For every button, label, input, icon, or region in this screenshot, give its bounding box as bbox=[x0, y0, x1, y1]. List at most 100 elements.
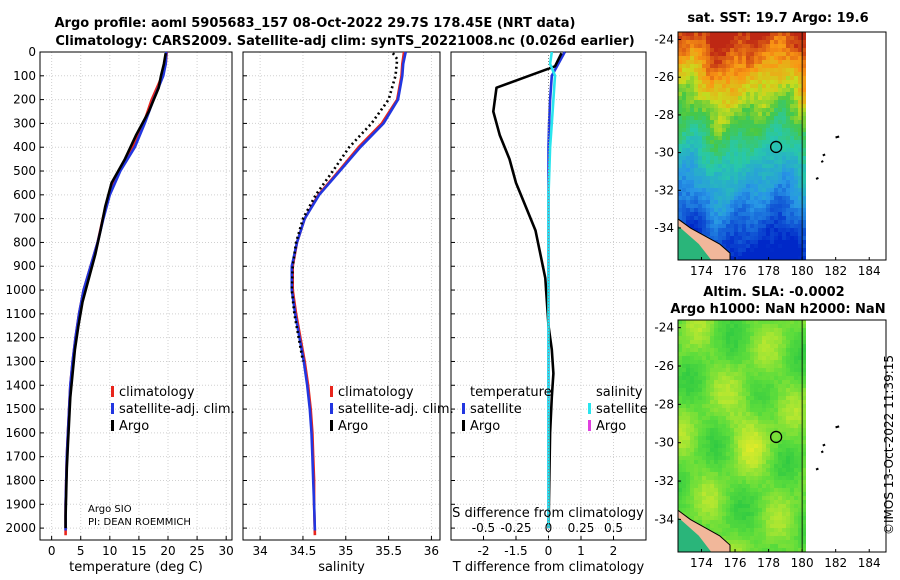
field-cell bbox=[774, 392, 779, 397]
field-cell bbox=[754, 456, 759, 461]
field-cell bbox=[746, 472, 751, 477]
field-cell bbox=[714, 100, 719, 105]
field-cell bbox=[698, 164, 703, 169]
field-cell bbox=[734, 36, 739, 41]
field-cell bbox=[790, 112, 795, 117]
field-cell bbox=[742, 340, 747, 345]
field-cell bbox=[738, 332, 743, 337]
field-cell bbox=[774, 536, 779, 541]
field-cell bbox=[782, 344, 787, 349]
field-cell bbox=[730, 204, 735, 209]
field-cell bbox=[690, 52, 695, 57]
field-cell bbox=[742, 32, 747, 37]
field-cell bbox=[718, 396, 723, 401]
field-cell bbox=[754, 84, 759, 89]
field-cell bbox=[766, 440, 771, 445]
field-cell bbox=[690, 108, 695, 113]
field-cell bbox=[694, 416, 699, 421]
field-cell bbox=[758, 244, 763, 249]
field-cell bbox=[754, 444, 759, 449]
field-cell bbox=[690, 472, 695, 477]
field-cell bbox=[682, 476, 687, 481]
field-cell bbox=[710, 120, 715, 125]
field-cell bbox=[726, 104, 731, 109]
field-cell bbox=[754, 492, 759, 497]
field-cell bbox=[802, 184, 806, 189]
field-cell bbox=[782, 416, 787, 421]
field-cell bbox=[762, 520, 767, 525]
field-cell bbox=[738, 252, 743, 257]
field-cell bbox=[710, 428, 715, 433]
field-cell bbox=[730, 84, 735, 89]
field-cell bbox=[694, 360, 699, 365]
field-cell bbox=[734, 116, 739, 121]
x-tick-label: 178 bbox=[757, 264, 780, 278]
field-cell bbox=[750, 168, 755, 173]
field-cell bbox=[802, 524, 806, 529]
field-cell bbox=[758, 396, 763, 401]
field-cell bbox=[690, 44, 695, 49]
field-cell bbox=[770, 512, 775, 517]
field-cell bbox=[742, 484, 747, 489]
field-cell bbox=[798, 256, 803, 260]
field-cell bbox=[770, 368, 775, 373]
field-cell bbox=[694, 156, 699, 161]
field-cell bbox=[694, 84, 699, 89]
field-cell bbox=[690, 328, 695, 333]
field-cell bbox=[718, 380, 723, 385]
field-cell bbox=[710, 108, 715, 113]
field-cell bbox=[746, 76, 751, 81]
field-cell bbox=[758, 320, 763, 325]
field-cell bbox=[786, 88, 791, 93]
field-cell bbox=[778, 328, 783, 333]
field-cell bbox=[698, 188, 703, 193]
legend-swatch-climatology bbox=[330, 386, 333, 397]
field-cell bbox=[750, 84, 755, 89]
field-cell bbox=[694, 444, 699, 449]
field-cell bbox=[722, 84, 727, 89]
field-cell bbox=[742, 128, 747, 133]
field-cell bbox=[782, 56, 787, 61]
field-cell bbox=[726, 164, 731, 169]
field-cell bbox=[718, 452, 723, 457]
field-cell bbox=[782, 152, 787, 157]
field-cell bbox=[798, 448, 803, 453]
field-cell bbox=[798, 184, 803, 189]
field-cell bbox=[686, 436, 691, 441]
field-cell bbox=[678, 204, 683, 209]
field-cell bbox=[762, 452, 767, 457]
field-cell bbox=[766, 416, 771, 421]
field-cell bbox=[734, 356, 739, 361]
field-cell bbox=[686, 100, 691, 105]
field-cell bbox=[682, 76, 687, 81]
field-cell bbox=[802, 108, 806, 113]
field-cell bbox=[678, 344, 683, 349]
field-cell bbox=[790, 44, 795, 49]
field-cell bbox=[798, 248, 803, 253]
field-cell bbox=[798, 60, 803, 65]
field-cell bbox=[738, 384, 743, 389]
field-cell bbox=[742, 396, 747, 401]
field-cell bbox=[678, 76, 683, 81]
field-cell bbox=[762, 516, 767, 521]
field-cell bbox=[746, 228, 751, 233]
field-cell bbox=[702, 212, 707, 217]
field-cell bbox=[722, 512, 727, 517]
field-cell bbox=[778, 164, 783, 169]
field-cell bbox=[722, 148, 727, 153]
field-cell bbox=[746, 216, 751, 221]
field-cell bbox=[794, 96, 799, 101]
field-cell bbox=[702, 328, 707, 333]
field-cell bbox=[734, 332, 739, 337]
field-cell bbox=[762, 352, 767, 357]
field-cell bbox=[694, 180, 699, 185]
field-cell bbox=[762, 412, 767, 417]
field-cell bbox=[778, 100, 783, 105]
field-cell bbox=[698, 444, 703, 449]
field-cell bbox=[718, 52, 723, 57]
field-cell bbox=[758, 544, 763, 549]
field-cell bbox=[782, 524, 787, 529]
sst-map-title: sat. SST: 19.7 Argo: 19.6 bbox=[687, 11, 868, 26]
field-cell bbox=[702, 156, 707, 161]
field-cell bbox=[698, 344, 703, 349]
